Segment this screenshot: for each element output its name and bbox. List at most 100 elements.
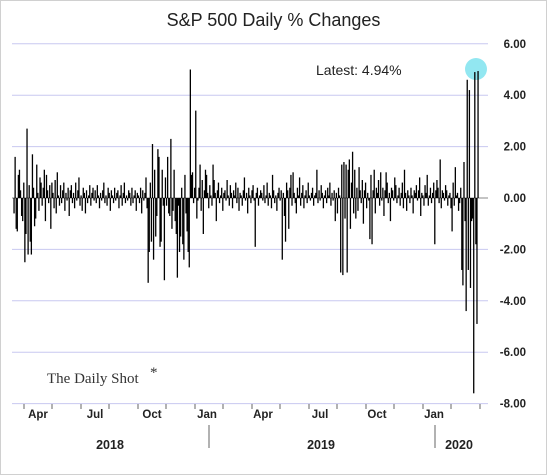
bar: [32, 187, 35, 198]
bar: [187, 198, 189, 252]
bar: [63, 182, 65, 198]
bar: [425, 192, 427, 198]
bar: [164, 177, 167, 198]
bar: [15, 198, 17, 229]
bar: [172, 198, 174, 211]
bar: [82, 187, 84, 198]
x-tick-label: Jul: [87, 409, 104, 421]
latest-annotation: Latest: 4.94%: [316, 62, 402, 78]
bar: [189, 69, 191, 198]
bar: [84, 198, 87, 214]
bar: [410, 187, 412, 198]
bar: [162, 198, 164, 206]
bar: [448, 195, 450, 198]
bar: [73, 198, 76, 209]
bar: [219, 195, 222, 198]
bar: [124, 198, 127, 204]
bar: [28, 185, 30, 198]
bar: [271, 174, 274, 198]
bar: [382, 187, 384, 198]
bar: [214, 192, 216, 198]
bar: [97, 195, 100, 198]
bar: [211, 198, 213, 206]
bar: [293, 192, 295, 198]
bar: [444, 185, 447, 198]
bar: [18, 169, 21, 198]
bar: [27, 198, 29, 255]
y-tick-label: -4.00: [500, 296, 526, 308]
bar: [285, 182, 288, 198]
bar: [109, 198, 111, 211]
bar: [301, 192, 303, 198]
bar: [143, 198, 145, 201]
bar: [298, 177, 301, 198]
bar: [98, 198, 101, 209]
bar: [247, 198, 249, 214]
bar: [391, 190, 394, 198]
bar: [348, 159, 350, 198]
bar: [137, 195, 140, 198]
x-tick-label: Jan: [197, 409, 217, 421]
bar: [183, 198, 185, 260]
bar: [280, 190, 282, 198]
bar: [152, 198, 155, 260]
bar: [182, 198, 184, 245]
bar: [412, 198, 414, 214]
bar: [226, 180, 228, 198]
bar: [243, 177, 246, 198]
bar: [384, 190, 386, 198]
bar: [201, 180, 203, 198]
x-tick-label: Jan: [424, 409, 444, 421]
bar: [112, 198, 115, 204]
bar: [81, 198, 83, 211]
bar: [454, 167, 456, 198]
bar: [457, 198, 460, 211]
bar: [192, 198, 195, 204]
bar: [300, 198, 302, 206]
bar: [199, 164, 201, 198]
bar: [13, 198, 15, 214]
latest-highlight-marker: [465, 58, 487, 81]
bar: [375, 187, 378, 198]
bar: [93, 198, 95, 201]
bar: [387, 198, 389, 204]
bar: [222, 198, 224, 211]
bar: [336, 198, 339, 214]
bar: [452, 182, 454, 198]
bar: [320, 185, 322, 198]
bar: [258, 195, 261, 198]
x-year-label: 2018: [96, 438, 124, 452]
bar: [349, 198, 352, 229]
bar: [262, 198, 264, 201]
bar: [55, 198, 57, 214]
bar: [303, 198, 305, 209]
bar: [346, 198, 348, 273]
bar: [427, 198, 429, 206]
bar: [355, 198, 357, 219]
bar: [103, 182, 105, 198]
bar: [141, 198, 143, 214]
bar: [92, 187, 94, 198]
bar: [327, 187, 329, 198]
bar: [334, 198, 336, 222]
bar: [59, 185, 62, 198]
bar: [411, 195, 413, 198]
bar: [107, 187, 109, 198]
bar: [361, 180, 363, 198]
bar: [170, 138, 172, 198]
bar: [465, 198, 467, 312]
bar: [342, 198, 344, 276]
bar: [307, 182, 309, 198]
bar: [325, 198, 328, 204]
bar: [274, 198, 276, 204]
bar: [276, 198, 278, 211]
bar: [442, 192, 445, 198]
bar: [297, 195, 300, 198]
bar: [263, 185, 265, 198]
bar: [90, 198, 92, 206]
bar: [380, 172, 382, 198]
bar: [316, 169, 318, 198]
bar: [398, 187, 400, 198]
bar: [329, 182, 331, 198]
bar: [36, 164, 38, 198]
